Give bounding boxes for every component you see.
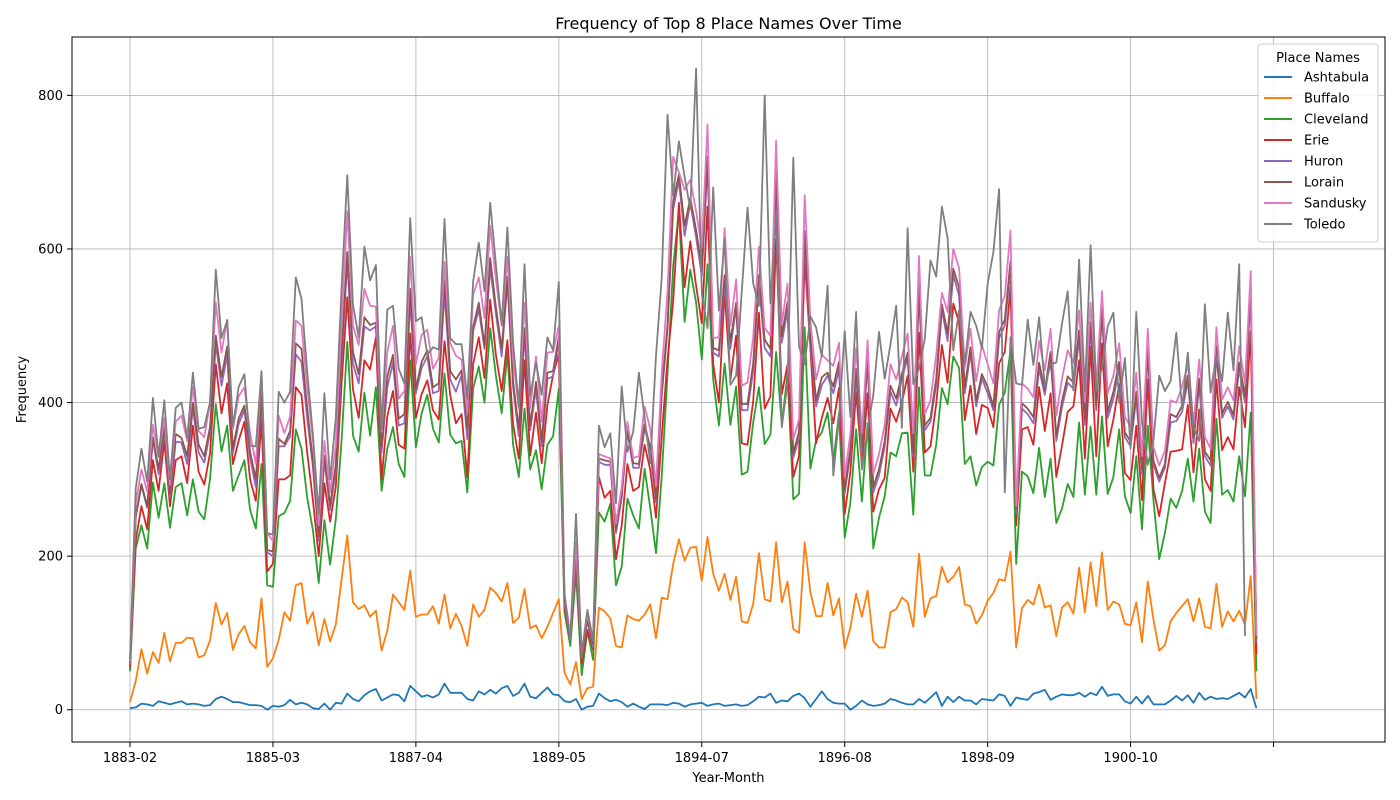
x-axis-title: Year-Month: [691, 771, 764, 786]
legend-label: Huron: [1304, 155, 1343, 170]
legend-title: Place Names: [1276, 51, 1360, 66]
series-line-ashtabula: [129, 682, 1258, 711]
x-tick-label: 1887-04: [389, 751, 443, 766]
legend: Place Names Ashtabula Buffalo Cleveland Eri…: [1257, 43, 1379, 243]
y-tick-label: 800: [38, 89, 63, 104]
legend-box: [1257, 43, 1379, 243]
plot-frame: [71, 36, 1386, 743]
x-tick-label: 1898-09: [960, 751, 1014, 766]
legend-label: Lorain: [1304, 176, 1344, 191]
x-tick-label: 1883-02: [103, 751, 157, 766]
y-tick-label: 0: [55, 703, 63, 718]
legend-label: Ashtabula: [1304, 71, 1369, 86]
legend-items: Ashtabula Buffalo Cleveland Erie Huron Lorain…: [1264, 71, 1369, 233]
legend-label: Sandusky: [1304, 197, 1367, 212]
y-tick-label: 600: [38, 242, 63, 257]
x-tick-label: 1889-05: [532, 751, 586, 766]
legend-label: Cleveland: [1304, 113, 1368, 128]
y-tick-label: 400: [38, 396, 63, 411]
chart-title: Frequency of Top 8 Place Names Over Time: [555, 14, 902, 33]
series-line-cleveland: [129, 209, 1258, 677]
x-tick-label: 1896-08: [818, 751, 872, 766]
series-lines: [129, 67, 1258, 711]
legend-label: Toledo: [1303, 218, 1346, 233]
y-axis-title: Frequency: [15, 356, 30, 423]
legend-label: Erie: [1304, 134, 1329, 149]
legend-label: Buffalo: [1304, 92, 1350, 107]
series-line-toledo: [129, 67, 1246, 660]
x-tick-label: 1894-07: [675, 751, 729, 766]
x-tick-label: 1900-10: [1103, 751, 1157, 766]
axis-ticks: 1883-02 1885-03 1887-04 1889-05 1894-07 1896-…: [38, 89, 1275, 766]
series-line-erie: [129, 201, 1258, 668]
x-tick-label: 1885-03: [246, 751, 300, 766]
y-tick-label: 200: [38, 550, 63, 565]
series-line-buffalo: [129, 534, 1258, 703]
